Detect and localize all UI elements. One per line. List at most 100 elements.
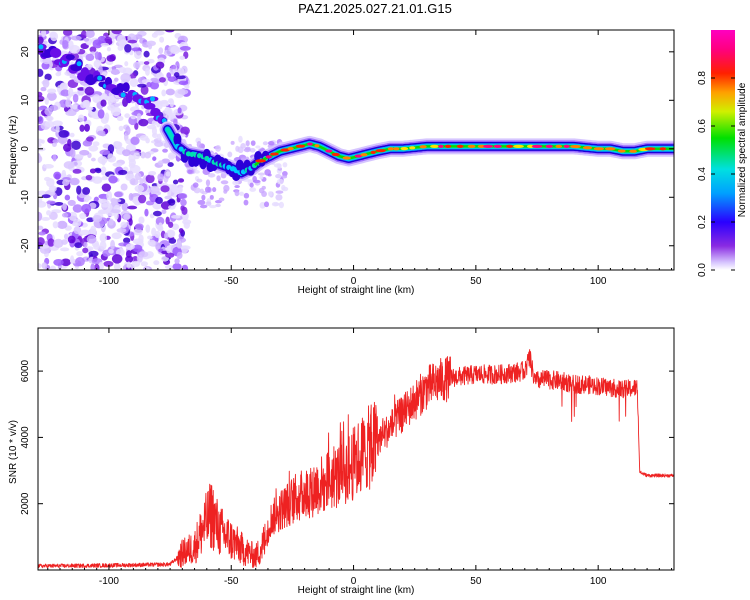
spectral-blob [158, 222, 163, 231]
spectral-blob [98, 65, 103, 75]
spectral-blob [89, 168, 97, 174]
spectral-blob [127, 205, 138, 210]
spectral-blob [88, 145, 99, 152]
spectral-blob [110, 68, 121, 75]
spectral-blob [107, 153, 114, 162]
spectral-blob [163, 232, 169, 240]
spectral-blob [111, 232, 122, 240]
ridge-highlight [76, 61, 82, 67]
spectral-blob [148, 170, 157, 176]
spectral-blob [108, 218, 114, 226]
spectral-blob [76, 185, 82, 195]
spectral-blob [125, 243, 135, 250]
spectral-blob [255, 145, 261, 149]
ridge-hotspot [617, 149, 626, 153]
spectral-blob [259, 175, 264, 180]
spectral-blob [94, 51, 100, 60]
spectral-blob [75, 256, 85, 267]
ridge-hotspot [604, 147, 616, 151]
spectral-blob [82, 187, 91, 195]
spectral-blob [145, 224, 151, 233]
spectral-blob [134, 184, 145, 193]
spectral-blob [78, 114, 85, 123]
ridge-hotspot [545, 144, 553, 148]
spectral-blob [140, 261, 149, 267]
ridge-hotspot [570, 144, 581, 149]
ridge-hotspot [531, 144, 543, 148]
spectral-blob [167, 162, 174, 168]
spectral-blob [111, 254, 123, 264]
spectrogram-frame [37, 29, 675, 271]
spectral-blob [117, 169, 128, 175]
spectral-blob [46, 210, 52, 216]
spectral-blob [85, 53, 95, 62]
spectral-blob [134, 172, 142, 181]
spectral-blob [62, 179, 70, 187]
spectral-blob [92, 176, 103, 184]
ridge-hotspot [493, 144, 502, 148]
spectral-blob [167, 205, 176, 210]
spectral-blob [123, 213, 131, 220]
spectral-blob [168, 238, 177, 244]
spectral-blob [69, 132, 75, 138]
snr-panel: -100 -50 0 50 100 2000 4000 6000 Height of stra… [8, 327, 675, 596]
spectral-blob [80, 30, 87, 39]
spectral-blob [110, 209, 121, 214]
spectral-blob [184, 84, 190, 90]
spectral-blob [89, 46, 97, 53]
spectral-blob [101, 175, 108, 181]
spectral-blob [193, 187, 201, 194]
spectral-blob [154, 230, 161, 239]
colorbar-tick-label: 0.8 [697, 71, 708, 85]
spectral-blob [118, 66, 127, 73]
spectral-blob [245, 140, 250, 147]
spectral-blob [155, 196, 163, 205]
spectral-blob [41, 194, 51, 199]
spectral-blob [41, 262, 48, 270]
spectral-blob [138, 251, 149, 258]
snr-frame [37, 327, 675, 571]
spectral-blob [179, 46, 191, 51]
ridge-hotspot [331, 152, 340, 157]
spectral-blob [157, 160, 164, 166]
spectral-blob [69, 148, 76, 158]
spectral-blob [93, 59, 102, 68]
spectral-blob [38, 68, 44, 77]
ridge-hotspot [342, 156, 351, 160]
spectral-blob [47, 238, 55, 247]
x-tick-label: -100 [99, 276, 119, 287]
spectral-blob [232, 180, 239, 186]
spectral-blob [177, 89, 189, 95]
x-tick-label: 0 [351, 276, 357, 287]
ridge-hotspot [477, 144, 486, 148]
spectral-blob [95, 168, 102, 174]
spectral-blob [138, 216, 145, 224]
spectral-blob [92, 141, 100, 147]
spectral-blob [158, 77, 166, 83]
spectral-blob [83, 37, 90, 42]
spectral-blob [124, 113, 130, 119]
spectral-blob [38, 231, 46, 236]
spectral-blob [160, 185, 170, 193]
spectral-blob [130, 136, 140, 145]
spectral-blob [218, 197, 225, 202]
spectral-blob [72, 168, 82, 174]
spectral-blob [240, 157, 247, 161]
spectral-blob [171, 214, 181, 219]
spectral-blob [212, 187, 217, 193]
spectral-blob [178, 228, 184, 234]
y-tick-label: 6000 [20, 360, 31, 383]
colorbar-tick-label: 0.6 [697, 119, 708, 133]
spectral-blob [164, 30, 175, 33]
spectral-blob [215, 145, 222, 152]
spectral-blob [60, 247, 70, 252]
spectral-blob [192, 182, 199, 188]
x-tick-label: -50 [224, 576, 239, 587]
spectral-blob [132, 244, 143, 253]
spectral-blob [100, 99, 107, 107]
spectral-blob [74, 242, 83, 249]
spectral-blob [52, 154, 57, 162]
ridge-hotspot [409, 146, 416, 150]
spectral-blob [145, 67, 150, 76]
spectral-blob [149, 213, 155, 219]
